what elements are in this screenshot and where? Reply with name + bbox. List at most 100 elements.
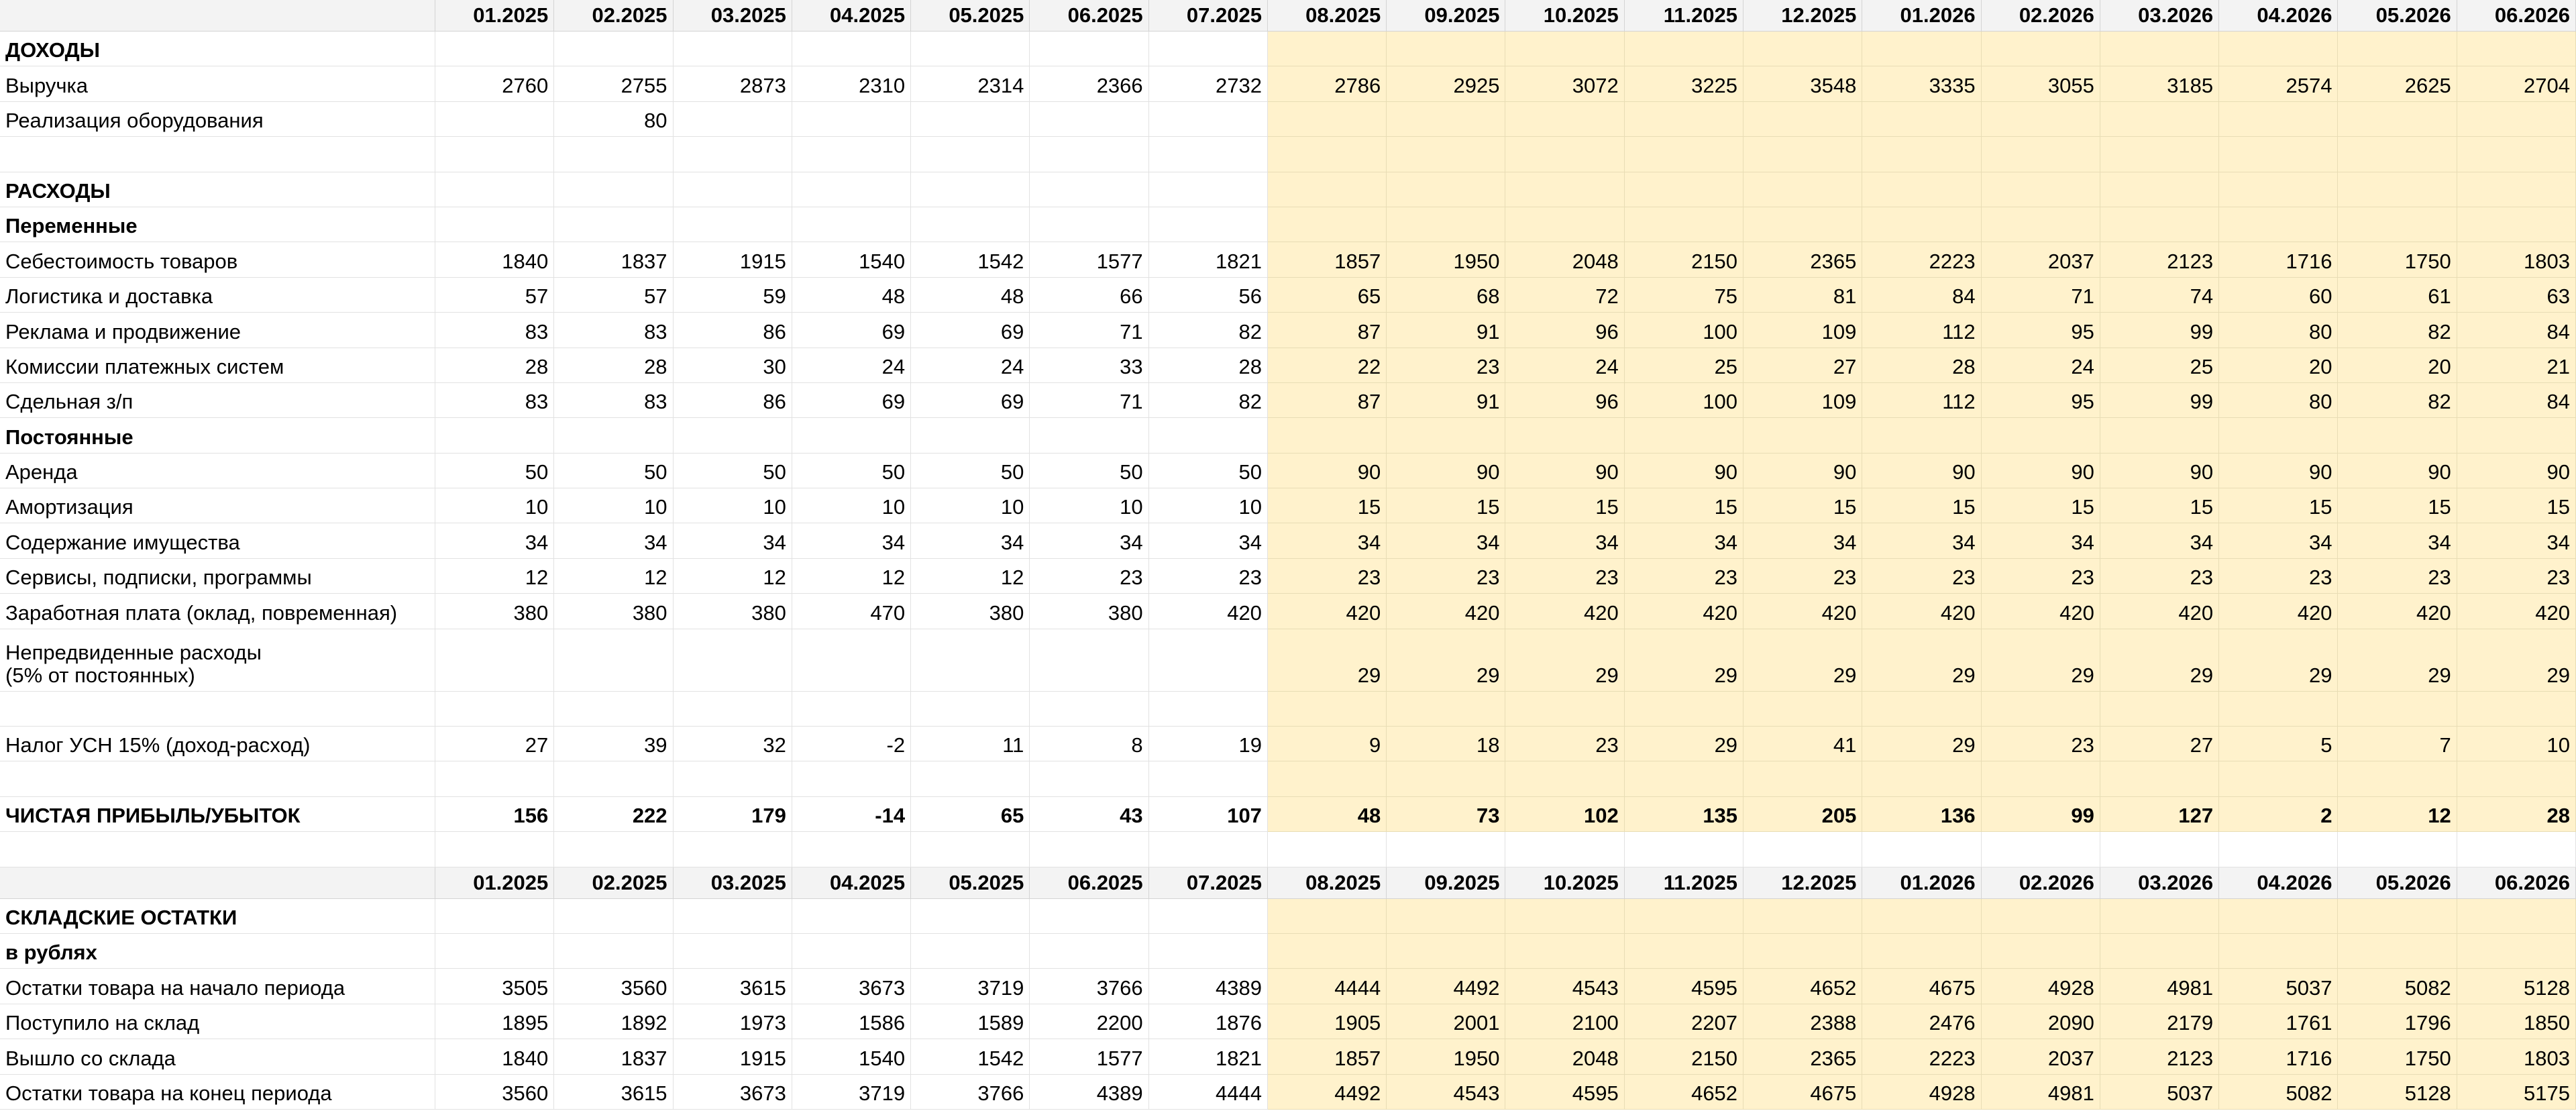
empty-cell <box>1267 32 1387 67</box>
empty-cell <box>2100 172 2220 207</box>
value-cell: 4595 <box>1624 969 1744 1004</box>
value-cell: 3673 <box>792 969 912 1004</box>
empty-cell <box>1267 933 1387 969</box>
month-header: 04.2026 <box>2219 0 2339 32</box>
empty-cell <box>911 898 1030 934</box>
month-header: 10.2025 <box>1505 0 1625 32</box>
value-cell: 4928 <box>1981 969 2100 1004</box>
empty-cell <box>911 207 1030 243</box>
empty-cell <box>2100 207 2220 243</box>
month-header: 02.2026 <box>1981 867 2100 899</box>
empty-cell <box>2457 832 2576 867</box>
value-cell: 23 <box>1148 558 1268 594</box>
value-cell: 60 <box>2219 277 2339 313</box>
value-cell: 15 <box>1981 488 2100 524</box>
row-label: Поступило на склад <box>0 1004 435 1040</box>
value-cell: 87 <box>1267 382 1387 419</box>
empty-cell <box>1981 172 2100 207</box>
value-cell: 29 <box>1743 629 1863 692</box>
empty-cell <box>435 207 555 243</box>
empty-cell <box>1387 898 1506 934</box>
value-cell: 4981 <box>1981 1074 2100 1110</box>
value-cell: 15 <box>1267 488 1387 524</box>
value-cell: 25 <box>1624 348 1744 383</box>
value-cell: 99 <box>1981 796 2100 833</box>
value-cell: 23 <box>2100 558 2220 594</box>
value-cell: 34 <box>2338 523 2457 559</box>
value-cell: 73 <box>1387 796 1506 833</box>
empty-cell <box>1030 933 1149 969</box>
month-header: 03.2026 <box>2100 867 2220 899</box>
empty-cell <box>435 172 555 207</box>
value-cell: 7 <box>2338 727 2457 762</box>
row-label: Реализация оборудования <box>0 101 435 138</box>
value-cell: 23 <box>1743 558 1863 594</box>
value-cell: 3505 <box>435 969 555 1004</box>
empty-cell <box>1624 172 1744 207</box>
empty-cell <box>792 101 912 138</box>
empty-cell <box>1981 933 2100 969</box>
month-header: 03.2025 <box>673 867 792 899</box>
empty-cell <box>1981 898 2100 934</box>
empty-cell <box>911 101 1030 138</box>
value-cell: 1876 <box>1148 1004 1268 1040</box>
value-cell: 420 <box>1267 594 1387 629</box>
empty-cell <box>911 137 1030 172</box>
empty-cell <box>554 832 674 867</box>
value-cell: 41 <box>1743 727 1863 762</box>
value-cell: 34 <box>2100 523 2220 559</box>
row-label: Заработная плата (оклад, повременная) <box>0 594 435 629</box>
row-label: Логистика и доставка <box>0 277 435 313</box>
empty-cell <box>2100 32 2220 67</box>
month-header: 07.2025 <box>1148 867 1268 899</box>
month-header: 06.2026 <box>2457 0 2576 32</box>
empty-cell <box>673 137 792 172</box>
value-cell: 15 <box>1624 488 1744 524</box>
empty-cell <box>792 418 912 454</box>
value-cell: 71 <box>1030 313 1149 348</box>
empty-cell <box>792 761 912 797</box>
empty-cell <box>435 101 555 138</box>
value-cell: 2310 <box>792 66 912 102</box>
value-cell: 9 <box>1267 727 1387 762</box>
value-cell: 29 <box>1862 727 1982 762</box>
value-cell: 5082 <box>2219 1074 2339 1110</box>
empty-cell <box>2338 691 2457 727</box>
empty-cell <box>2100 898 2220 934</box>
value-cell: 420 <box>1624 594 1744 629</box>
value-cell: 96 <box>1505 313 1625 348</box>
empty-cell <box>2457 207 2576 243</box>
data-row: Аренда 50 50 50 50 50 50 50 90 90 90 90 90 90 90 90 90 90… <box>0 453 2576 489</box>
value-cell: 2704 <box>2457 66 2576 102</box>
empty-cell <box>1387 137 1506 172</box>
empty-cell <box>1624 418 1744 454</box>
value-cell: 3560 <box>435 1074 555 1110</box>
value-cell: 39 <box>554 727 674 762</box>
empty-cell <box>792 933 912 969</box>
value-cell: 1821 <box>1148 242 1268 278</box>
empty-cell <box>1505 761 1625 797</box>
value-cell: 420 <box>1862 594 1982 629</box>
empty-cell <box>2100 137 2220 172</box>
value-cell: 1821 <box>1148 1039 1268 1075</box>
empty-cell <box>1505 101 1625 138</box>
value-cell: 5128 <box>2457 969 2576 1004</box>
row-label: Непредвиденные расходы (5% от постоянных… <box>0 629 435 692</box>
value-cell: 82 <box>2338 382 2457 419</box>
value-cell: 84 <box>2457 382 2576 419</box>
value-cell: 1915 <box>673 1039 792 1075</box>
month-header: 05.2026 <box>2338 0 2457 32</box>
row-label: Сдельная з/п <box>0 382 435 419</box>
empty-cell <box>1387 101 1506 138</box>
empty-cell <box>911 933 1030 969</box>
value-cell: 23 <box>1387 348 1506 383</box>
value-cell: 90 <box>1981 453 2100 489</box>
value-cell: 109 <box>1743 382 1863 419</box>
value-cell: 30 <box>673 348 792 383</box>
month-header: 01.2025 <box>435 0 555 32</box>
value-cell: 4389 <box>1148 969 1268 1004</box>
value-cell: 34 <box>1030 523 1149 559</box>
value-cell: 136 <box>1862 796 1982 833</box>
empty-cell <box>1030 418 1149 454</box>
empty-cell <box>673 629 792 692</box>
